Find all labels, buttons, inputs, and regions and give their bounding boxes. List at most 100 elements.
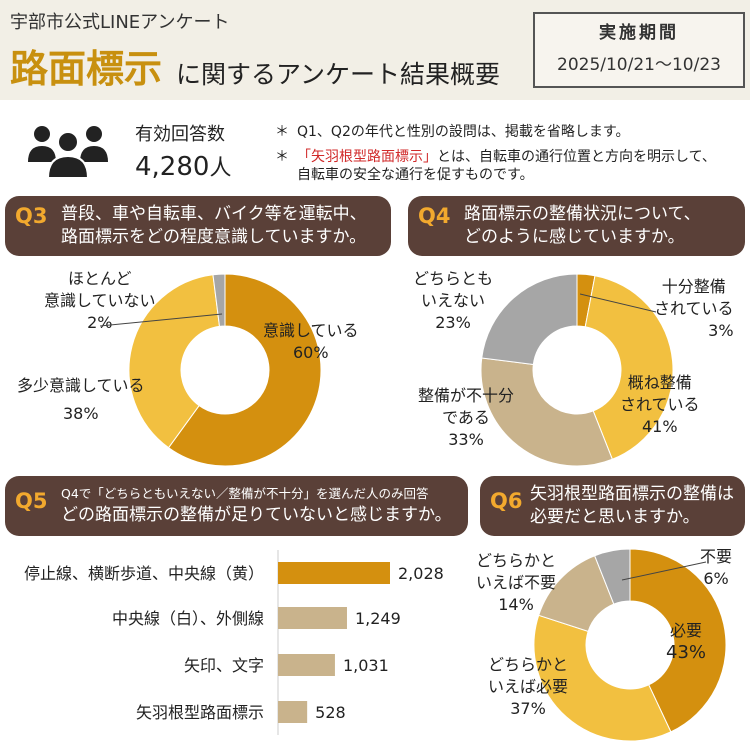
q5-question-line2: どの路面標示の整備が足りていないと感じますか。	[61, 505, 452, 525]
q3-label-hardly-pct: 2%	[87, 313, 113, 332]
q6-label-rather-needed: どちらかと いえば必要 37%	[488, 654, 568, 720]
q6-label-rather-needed-text2: いえば必要	[488, 677, 569, 696]
q6-label-unneeded-pct: 6%	[703, 569, 729, 588]
q6-banner: Q6 矢羽根型路面標示の整備は 必要だと思いますか。	[480, 476, 745, 536]
q6-slice-needed	[629, 548, 727, 733]
q4-label-sufficient: 十分整備されている 3%	[654, 276, 734, 342]
note-2-highlight: 「矢羽根型路面標示」	[297, 149, 437, 165]
q6-label-rather-needed-pct: 37%	[510, 699, 546, 718]
q6-number: Q6	[490, 489, 523, 513]
q3-question-line1: 普段、車や自転車、バイク等を運転中、	[61, 204, 367, 224]
q3-banner: Q3 普段、車や自転車、バイク等を運転中、 路面標示をどの程度意識していますか。	[5, 196, 391, 256]
survey-subtitle: 宇部市公式LINEアンケート	[10, 12, 230, 33]
q3-slice-hardly	[212, 273, 226, 327]
q4-leader-line	[580, 293, 657, 313]
q5-bar-chart: 停止線、横断歩道、中央線（黄） 2,028 中央線（白）、外側線 1,249 矢印、文字…	[24, 550, 444, 735]
page-title: に関するアンケート結果概要	[176, 60, 501, 89]
q6-label-unneeded-text: 不要	[700, 547, 733, 566]
q3-label-conscious: 意識している 60%	[263, 320, 359, 364]
q4-label-neither-text2: いえない	[421, 291, 486, 310]
q3-slice-conscious	[167, 273, 322, 467]
header-band: 宇部市公式LINEアンケート 路面標示 に関するアンケート結果概要 実施期間 2…	[0, 0, 750, 100]
period-dates: 2025/10/21〜10/23	[557, 55, 721, 75]
note-2: ＊ 「矢羽根型路面標示」とは、自転車の通行位置と方向を明示して、	[275, 146, 716, 166]
q5-bar	[278, 562, 390, 584]
q6-label-unneeded: 不要 6%	[700, 546, 732, 590]
q3-label-hardly-text2: 意識していない	[44, 291, 156, 310]
q3-label-conscious-text: 意識している	[263, 321, 359, 340]
q5-bar	[278, 654, 335, 676]
period-label: 実施期間	[599, 23, 679, 43]
q5-value-label: 1,249	[355, 609, 401, 628]
q6-slice-unneeded	[594, 548, 631, 605]
q4-label-neither-text1: どちらとも	[413, 269, 494, 288]
note-2-star: ＊	[275, 149, 289, 165]
q3-donut-chart	[128, 273, 322, 467]
q4-banner: Q4 路面標示の整備状況について、 どのように感じていますか。	[408, 196, 745, 256]
page-title-keyword: 路面標示	[10, 47, 163, 91]
q4-number: Q4	[418, 204, 451, 228]
q5-category-label: 停止線、横断歩道、中央線（黄）	[24, 564, 264, 583]
q5-bar	[278, 701, 308, 723]
note-1-text: Q1、Q2の年代と性別の設問は、掲載を省略します。	[297, 124, 630, 140]
q6-label-needed-text: 必要	[670, 621, 703, 640]
q3-label-conscious-pct: 60%	[292, 343, 329, 362]
q6-label-needed: 必要 43%	[666, 620, 706, 664]
q5-question-line1: Q4で「どちらともいえない／整備が不十分」を選んだ人のみ回答	[61, 486, 429, 501]
q3-label-hardly-text1: ほとんど	[68, 269, 132, 288]
q3-label-somewhat-pct: 38%	[62, 404, 99, 423]
q6-label-rather-unneeded-text2: いえば不要	[476, 573, 557, 592]
q6-leader-line	[621, 561, 707, 581]
q4-slice-insufficient	[480, 357, 613, 467]
q5-value-label: 2,028	[398, 564, 444, 583]
q4-label-mostly-text2: されている	[620, 395, 700, 414]
people-icon	[28, 126, 108, 178]
q6-donut-chart	[533, 548, 727, 742]
q4-question-line1: 路面標示の整備状況について、	[464, 204, 701, 224]
q6-question-line2: 必要だと思いますか。	[530, 507, 700, 527]
q6-question-line1: 矢羽根型路面標示の整備は	[530, 484, 734, 504]
note-1-star: ＊	[275, 124, 289, 140]
q3-label-somewhat: 多少意識している 38%	[17, 375, 145, 425]
note-2-cont: 自転車の安全な通行を促すものです。	[297, 167, 534, 183]
q4-label-sufficient-text1: 十分整備	[661, 277, 726, 296]
q3-label-somewhat-text: 多少意識している	[17, 376, 145, 395]
q3-question-line2: 路面標示をどの程度意識していますか。	[61, 227, 367, 247]
q6-label-rather-unneeded: どちらかといえば不要 14%	[476, 550, 556, 616]
responses-label: 有効回答数	[135, 124, 225, 145]
q4-donut-chart	[480, 273, 674, 467]
q4-label-neither: どちらともいえない 23%	[413, 268, 493, 334]
q5-value-label: 1,031	[343, 656, 389, 675]
responses-value: 4,280人	[135, 150, 231, 182]
q3-number: Q3	[15, 204, 48, 228]
q6-label-rather-unneeded-pct: 14%	[498, 595, 534, 614]
q5-category-label: 矢印、文字	[184, 656, 264, 675]
q4-label-insufficient: 整備が不十分 である 33%	[418, 385, 514, 451]
q4-label-mostly-text1: 概ね整備	[627, 373, 692, 392]
q5-category-label: 矢羽根型路面標示	[136, 703, 264, 722]
q4-label-insufficient-text2: である	[442, 408, 490, 427]
q4-label-neither-pct: 23%	[435, 313, 471, 332]
responses-unit: 人	[209, 156, 232, 181]
q4-question-line2: どのように感じていますか。	[464, 227, 685, 247]
responses-count: 4,280	[135, 152, 210, 182]
q3-label-hardly: ほとんど意識していない 2%	[44, 268, 156, 334]
note-2-text: とは、自転車の通行位置と方向を明示して、	[437, 149, 716, 165]
q4-label-insufficient-pct: 33%	[448, 430, 484, 449]
q4-label-sufficient-pct: 3%	[708, 321, 734, 340]
q5-category-label: 中央線（白）、外側線	[112, 609, 264, 628]
q6-slice-rather-needed	[533, 614, 672, 742]
q6-label-needed-pct: 43%	[666, 642, 707, 663]
q5-bar	[278, 607, 347, 629]
q5-value-label: 528	[315, 703, 346, 722]
q6-label-rather-unneeded-text1: どちらかと	[476, 551, 557, 570]
q4-label-mostly: 概ね整備されている 41%	[620, 372, 700, 438]
q4-label-mostly-pct: 41%	[641, 417, 678, 436]
q4-label-sufficient-text2: されている	[654, 299, 734, 318]
q5-number: Q5	[15, 489, 48, 513]
q4-slice-neither	[481, 273, 578, 366]
q3-leader-line	[100, 313, 223, 327]
q5-banner: Q5 Q4で「どちらともいえない／整備が不十分」を選んだ人のみ回答 どの路面標示…	[5, 476, 468, 536]
q4-label-insufficient-text1: 整備が不十分	[418, 386, 515, 405]
period-box: 実施期間 2025/10/21〜10/23	[533, 12, 745, 88]
